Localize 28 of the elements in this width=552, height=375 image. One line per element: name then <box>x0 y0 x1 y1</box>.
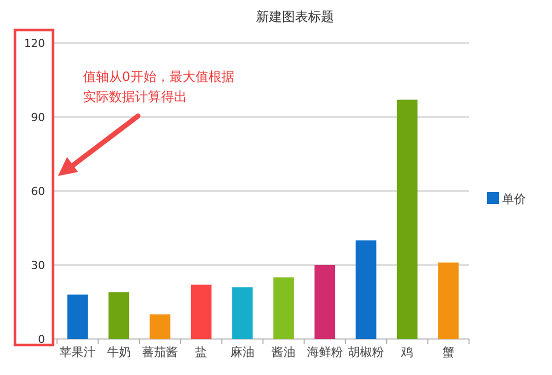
x-tick-label: 胡椒粉 <box>348 345 384 359</box>
x-tick-label: 海鲜粉 <box>306 345 343 359</box>
bar <box>314 265 336 339</box>
bar <box>190 284 212 339</box>
x-tick-label: 盐 <box>195 345 208 359</box>
x-tick-label: 蟹 <box>442 345 454 359</box>
y-tick-label: 30 <box>31 259 45 272</box>
bar <box>67 294 88 339</box>
x-tick-label: 蕃茄酱 <box>142 345 178 359</box>
x-tick-label: 牛奶 <box>106 345 131 359</box>
y-tick-label: 0 <box>38 333 45 346</box>
legend-label: 单价 <box>502 192 526 206</box>
annotation: 值轴从0开始，最大值根据实际数据计算得出 <box>83 70 234 105</box>
x-tick-label: 苹果汁 <box>60 345 96 359</box>
bar <box>232 287 253 339</box>
x-tick-label: 酱油 <box>272 345 296 359</box>
x-tick-label: 鸡 <box>400 345 414 359</box>
bar <box>438 262 459 339</box>
y-tick-label: 90 <box>31 111 45 124</box>
y-tick-label: 60 <box>31 185 45 198</box>
y-tick-label: 120 <box>24 37 45 50</box>
bar <box>396 100 418 339</box>
bar <box>273 277 294 339</box>
bar <box>150 314 170 339</box>
bar <box>356 240 376 339</box>
bar <box>108 292 130 339</box>
x-tick-label: 麻油 <box>230 345 254 359</box>
chart-title: 新建图表标题 <box>256 10 334 25</box>
